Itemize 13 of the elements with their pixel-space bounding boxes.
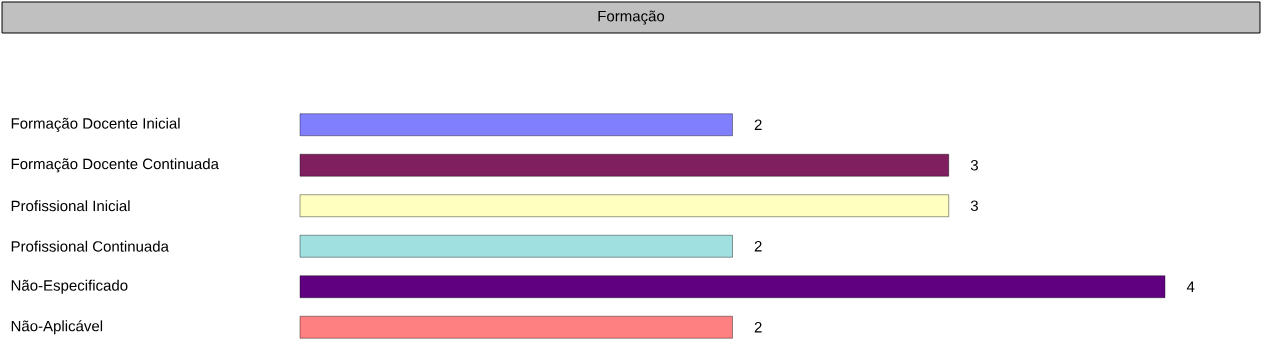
data-label: 4 bbox=[1186, 281, 1195, 292]
data-label: 3 bbox=[970, 200, 978, 212]
y-tick-label: Formação Docente Inicial bbox=[11, 117, 180, 132]
y-tick-label: Não-Especificado bbox=[11, 279, 128, 294]
y-tick-label: Profissional Inicial bbox=[11, 200, 130, 212]
data-label: 2 bbox=[754, 322, 762, 333]
data-label: 2 bbox=[754, 241, 762, 252]
y-tick-label: Profissional Continuada bbox=[11, 240, 169, 252]
y-tick-label: Formação Docente Continuada bbox=[11, 158, 219, 173]
data-label: 2 bbox=[754, 119, 762, 130]
y-tick-label: Não-Aplicável bbox=[11, 320, 103, 335]
chart-title: Formação bbox=[598, 10, 665, 25]
data-label: 3 bbox=[970, 159, 978, 171]
